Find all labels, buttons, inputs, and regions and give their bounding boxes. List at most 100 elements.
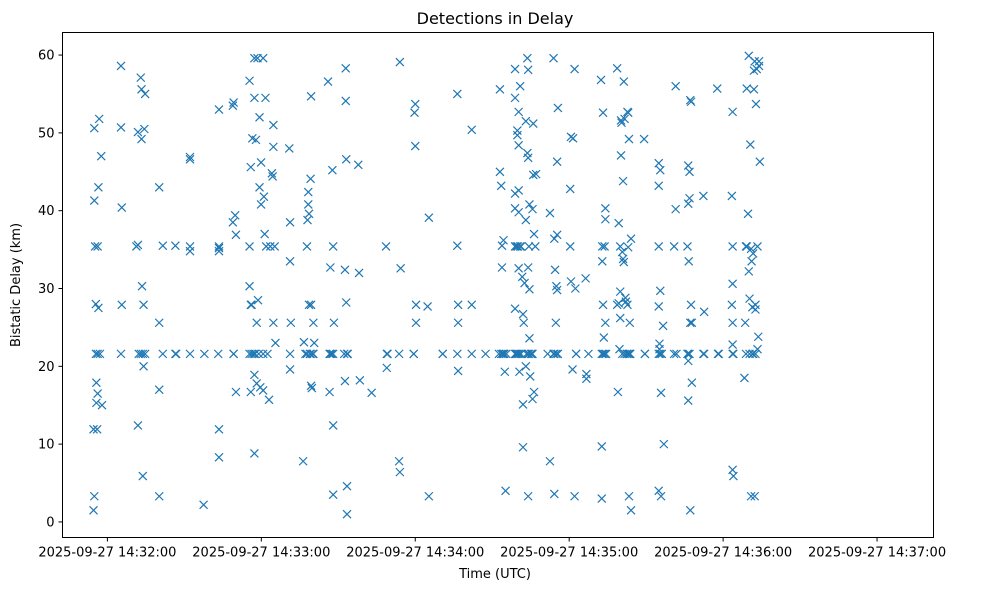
- data-point: [570, 284, 580, 293]
- data-point: [512, 242, 522, 251]
- data-point: [423, 301, 433, 311]
- data-point: [755, 157, 765, 167]
- data-point: [687, 318, 697, 328]
- data-point: [341, 154, 351, 164]
- data-point: [751, 349, 760, 359]
- data-point: [510, 304, 520, 314]
- data-point: [568, 133, 578, 143]
- data-point: [623, 300, 632, 310]
- data-point: [268, 318, 278, 328]
- data-point: [500, 367, 510, 377]
- data-point: [328, 421, 338, 430]
- data-point: [139, 300, 148, 310]
- data-point: [686, 97, 696, 107]
- data-point: [518, 442, 528, 452]
- data-point: [598, 349, 608, 359]
- data-point: [623, 242, 633, 252]
- data-point: [624, 134, 634, 144]
- data-point: [229, 349, 239, 359]
- data-point: [199, 500, 209, 510]
- data-point: [741, 349, 751, 359]
- data-point: [231, 230, 241, 240]
- data-point: [515, 81, 525, 91]
- data-point: [452, 241, 462, 251]
- data-point: [524, 349, 534, 359]
- data-point: [271, 338, 280, 348]
- data-point: [655, 165, 665, 175]
- x-tick-label: 2025-09-27 14:36:00: [654, 546, 792, 561]
- data-point: [140, 349, 150, 359]
- data-point: [93, 349, 103, 359]
- data-point: [625, 318, 635, 328]
- data-point: [514, 349, 524, 359]
- data-point: [613, 387, 623, 397]
- data-point: [550, 265, 560, 275]
- data-point: [519, 318, 529, 328]
- data-point: [654, 301, 664, 311]
- data-point: [137, 134, 146, 144]
- data-point: [683, 199, 693, 209]
- data-point: [285, 365, 295, 374]
- data-point: [306, 349, 316, 359]
- data-point: [286, 318, 296, 328]
- chart-title: Detections in Delay: [417, 9, 574, 28]
- data-point: [513, 349, 523, 359]
- data-point: [597, 242, 607, 251]
- data-point: [270, 242, 280, 251]
- data-point: [438, 349, 448, 359]
- data-point: [528, 204, 537, 214]
- data-point: [354, 268, 364, 278]
- data-point: [528, 119, 538, 128]
- data-point: [549, 489, 559, 499]
- data-point: [304, 209, 314, 219]
- data-point: [685, 349, 694, 359]
- data-point: [256, 158, 266, 167]
- data-point: [712, 84, 722, 93]
- data-point: [552, 157, 562, 167]
- data-point: [728, 340, 738, 349]
- data-point: [381, 242, 391, 251]
- data-point: [626, 505, 636, 515]
- data-point: [496, 181, 506, 191]
- data-point: [615, 313, 625, 323]
- data-point: [552, 230, 562, 240]
- data-point: [117, 203, 127, 213]
- data-point: [754, 61, 764, 71]
- data-point: [728, 318, 738, 328]
- data-point: [253, 295, 263, 305]
- data-point: [154, 491, 164, 501]
- data-point: [654, 486, 664, 496]
- data-point: [246, 387, 256, 397]
- data-point: [657, 349, 667, 359]
- data-point: [285, 217, 295, 227]
- data-point: [528, 349, 537, 359]
- data-point: [600, 242, 610, 251]
- data-point: [325, 387, 334, 397]
- data-point: [252, 318, 262, 328]
- data-point: [133, 421, 143, 430]
- data-point: [600, 349, 610, 359]
- data-point: [600, 318, 610, 328]
- data-point: [453, 318, 463, 328]
- data-point: [597, 256, 607, 266]
- data-point: [616, 151, 626, 160]
- data-point: [528, 394, 537, 404]
- data-point: [134, 349, 144, 359]
- data-point: [523, 263, 533, 272]
- data-point: [89, 196, 99, 205]
- data-point: [671, 81, 681, 91]
- data-point: [683, 349, 693, 359]
- data-point: [523, 153, 533, 163]
- data-point: [308, 349, 318, 359]
- data-point: [268, 120, 278, 130]
- data-point: [343, 349, 353, 359]
- data-point: [499, 349, 509, 359]
- data-point: [669, 242, 679, 251]
- y-tick-label: 0: [46, 515, 54, 530]
- data-point: [199, 349, 209, 359]
- data-point: [549, 349, 559, 359]
- data-point: [529, 229, 539, 239]
- data-point: [683, 396, 693, 405]
- data-point: [228, 101, 238, 111]
- data-point: [139, 361, 148, 371]
